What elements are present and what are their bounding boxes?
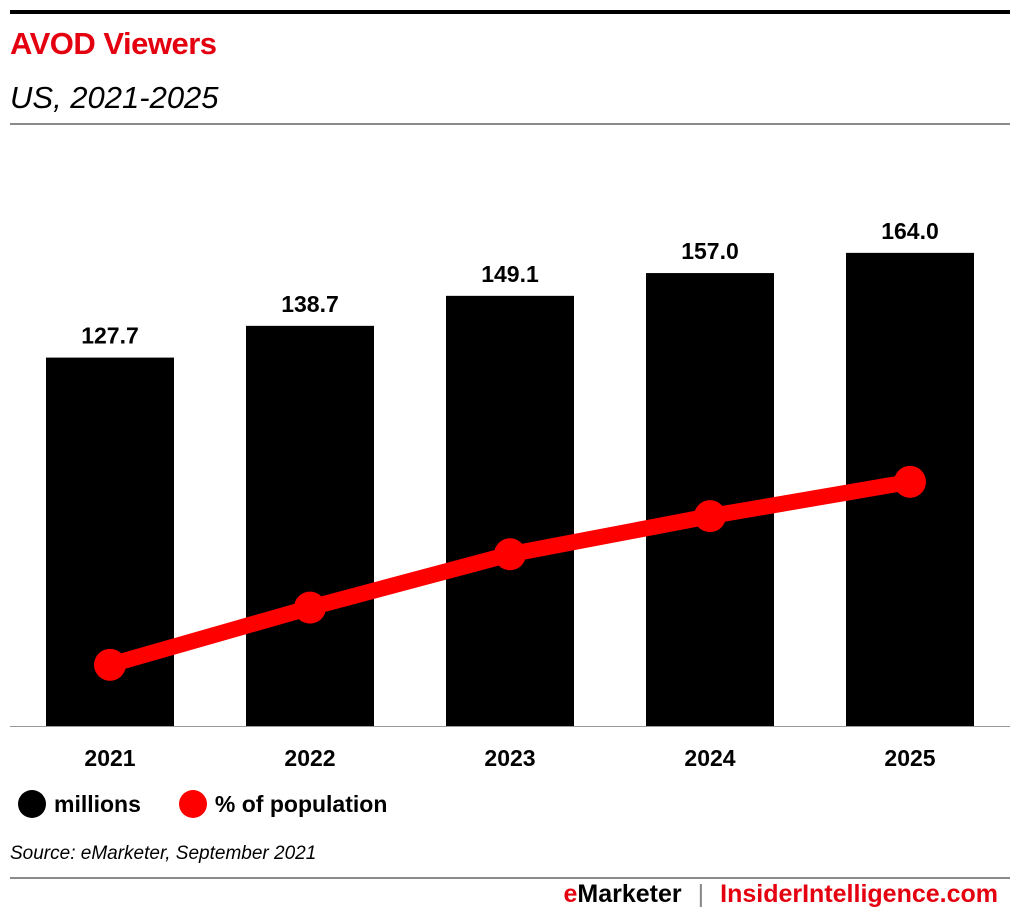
divider (10, 123, 1010, 125)
x-tick-2025: 2025 (884, 745, 935, 771)
line-label-2025: 47.7% (877, 431, 942, 457)
x-tick-2021: 2021 (84, 745, 135, 771)
line-point-2025 (894, 465, 926, 498)
source-note: Source: eMarketer, September 2021 (10, 843, 317, 864)
top-bar (10, 10, 1010, 14)
legend-label-millions: millions (54, 790, 141, 817)
line-label-2021: 38.1% (77, 614, 142, 640)
x-tick-2022: 2022 (284, 745, 335, 771)
bar-label-2024: 157.0 (681, 238, 739, 264)
line-label-2023: 43.9% (477, 503, 542, 529)
chart-area: 127.7 2021 138.7 2022 149.1 2023 157.0 2024 164.… (10, 218, 1010, 771)
bar-label-2022: 138.7 (281, 291, 339, 317)
legend-label-population: % of population (214, 790, 388, 817)
bar-2023 (446, 295, 574, 726)
footer: eMarketer | InsiderIntelligence.com (564, 880, 999, 909)
line-point-2021 (94, 648, 126, 681)
bar-2024 (646, 273, 774, 726)
bar-label-2021: 127.7 (81, 323, 139, 349)
brand-e: e (563, 880, 578, 908)
line-label-2022: 41.1% (277, 557, 342, 583)
x-tick-2024: 2024 (684, 745, 735, 771)
x-tick-2023: 2023 (484, 745, 535, 771)
footer-separator: | (697, 880, 705, 908)
line-point-2022 (294, 591, 326, 624)
legend-swatch-millions (18, 790, 46, 818)
footer-site-link[interactable]: InsiderIntelligence.com (720, 880, 998, 908)
chart-subtitle: US, 2021-2025 (10, 80, 219, 115)
bar-2022 (246, 325, 374, 726)
footer-divider (10, 877, 1010, 879)
brand-marketer: Marketer (577, 880, 682, 908)
line-point-2023 (494, 538, 526, 571)
line-label-2024: 45.9% (677, 465, 742, 491)
bar-label-2023: 149.1 (481, 261, 539, 287)
bar-label-2025: 164.0 (881, 218, 939, 244)
chart-title: AVOD Viewers (10, 26, 217, 61)
line-point-2024 (694, 500, 726, 533)
legend-swatch-population (178, 790, 207, 818)
legend: millions % of population (18, 790, 387, 818)
